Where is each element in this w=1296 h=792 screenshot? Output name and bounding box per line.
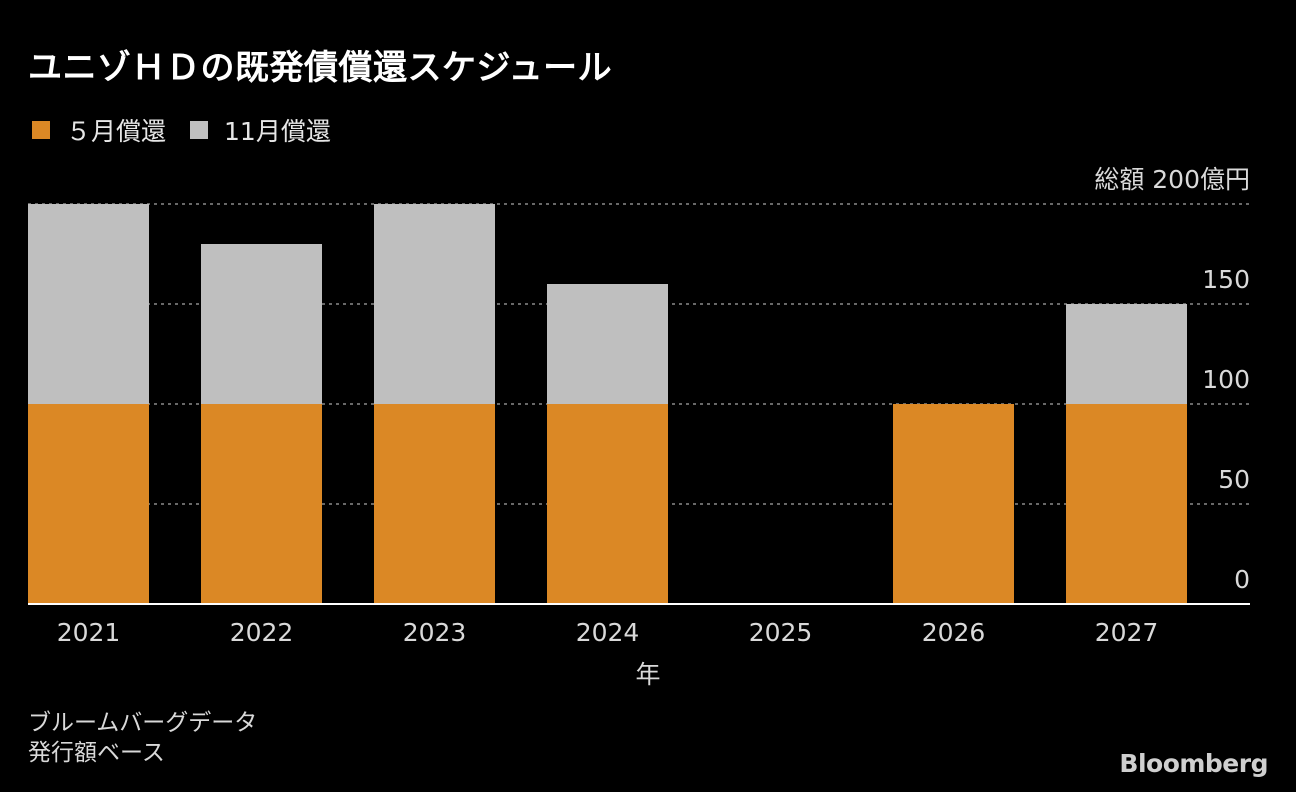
legend: ５月償還 11月償還 [32, 113, 355, 147]
bar-2024-november [547, 284, 668, 404]
x-tick-label-2024: 2024 [576, 618, 640, 647]
x-tick-label-2022: 2022 [230, 618, 294, 647]
x-tick-label-2025: 2025 [749, 618, 813, 647]
y-tick-label-0: 0 [1234, 565, 1250, 594]
bar-2021-november [28, 204, 149, 404]
legend-swatch-may [32, 121, 50, 139]
bar-2023-november [374, 204, 495, 404]
source-note: ブルームバーグデータ 発行額ベース [28, 708, 257, 768]
x-tick-label-2026: 2026 [922, 618, 986, 647]
x-tick-label-2023: 2023 [403, 618, 467, 647]
x-tick-label-2021: 2021 [57, 618, 121, 647]
bar-2022-may [201, 404, 322, 604]
bar-2022-november [201, 244, 322, 404]
legend-item-november: 11月償還 [190, 112, 331, 148]
x-tick-label-2027: 2027 [1095, 618, 1159, 647]
x-axis-title: 年 [635, 660, 660, 689]
y-tick-label-50: 50 [1218, 465, 1250, 494]
y-tick-label-100: 100 [1202, 365, 1250, 394]
bar-2027-may [1066, 404, 1187, 604]
source-line-1: ブルームバーグデータ [28, 710, 258, 736]
bar-2023-may [374, 404, 495, 604]
y-tick-label-150: 150 [1202, 265, 1250, 294]
bar-2024-may [547, 404, 668, 604]
legend-label-november: 11月償還 [224, 117, 331, 146]
source-line-2: 発行額ベース [28, 740, 165, 766]
legend-label-may: ５月償還 [66, 117, 167, 146]
bloomberg-logo: Bloomberg [1119, 749, 1268, 778]
bar-2021-may [28, 404, 149, 604]
y-tick-label-200: 総額 200億円 [1094, 165, 1250, 194]
legend-swatch-november [190, 121, 209, 139]
bar-2026-may [893, 404, 1014, 604]
legend-item-may: ５月償還 [32, 112, 166, 148]
bar-2027-november [1066, 304, 1187, 404]
chart-title: ユニゾＨＤの既発債償還スケジュール [28, 48, 613, 88]
